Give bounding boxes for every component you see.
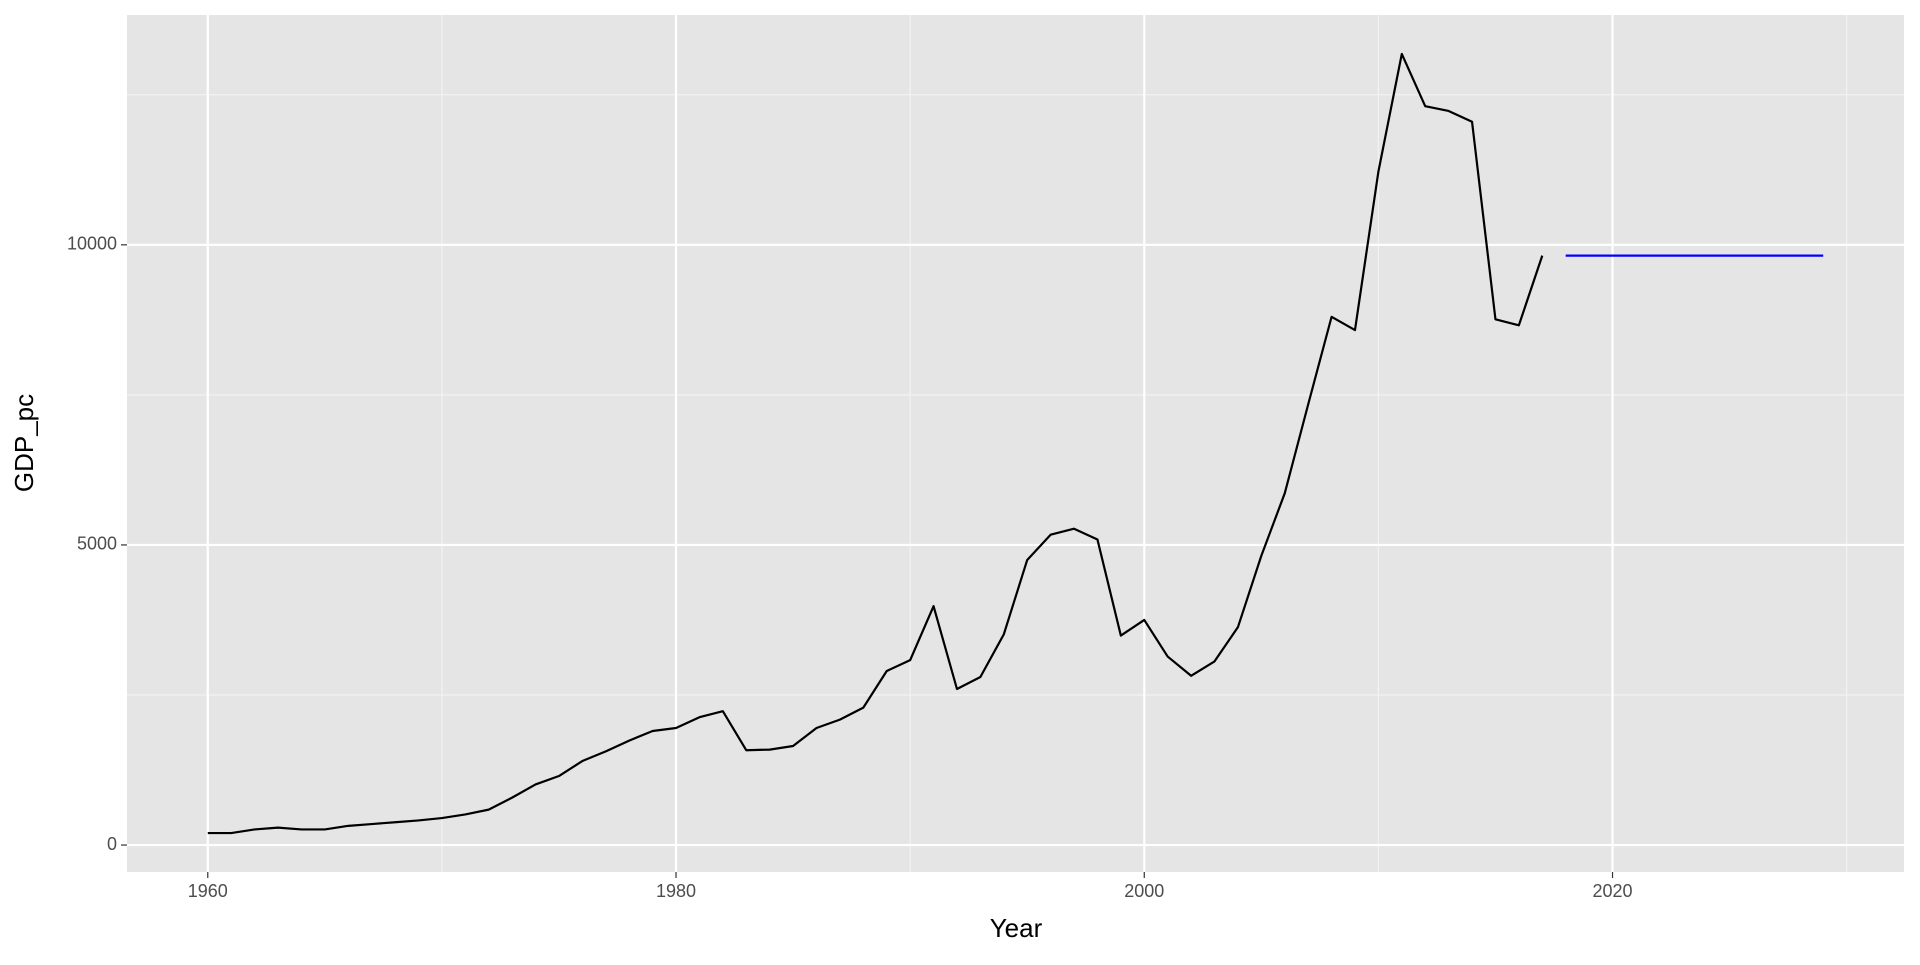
- x-tick-label: 2020: [1592, 881, 1632, 901]
- y-tick-label: 10000: [67, 234, 117, 254]
- series-line: [207, 52, 1544, 835]
- x-tick-label: 2000: [1124, 881, 1164, 901]
- x-tick-label: 1960: [188, 881, 228, 901]
- y-axis-title: GDP_pc: [9, 394, 39, 492]
- x-tick-label: 1980: [656, 881, 696, 901]
- x-axis-title: Year: [990, 913, 1043, 943]
- y-tick-label: 0: [107, 834, 117, 854]
- panel: [127, 15, 1904, 872]
- y-tick-label: 5000: [77, 534, 117, 554]
